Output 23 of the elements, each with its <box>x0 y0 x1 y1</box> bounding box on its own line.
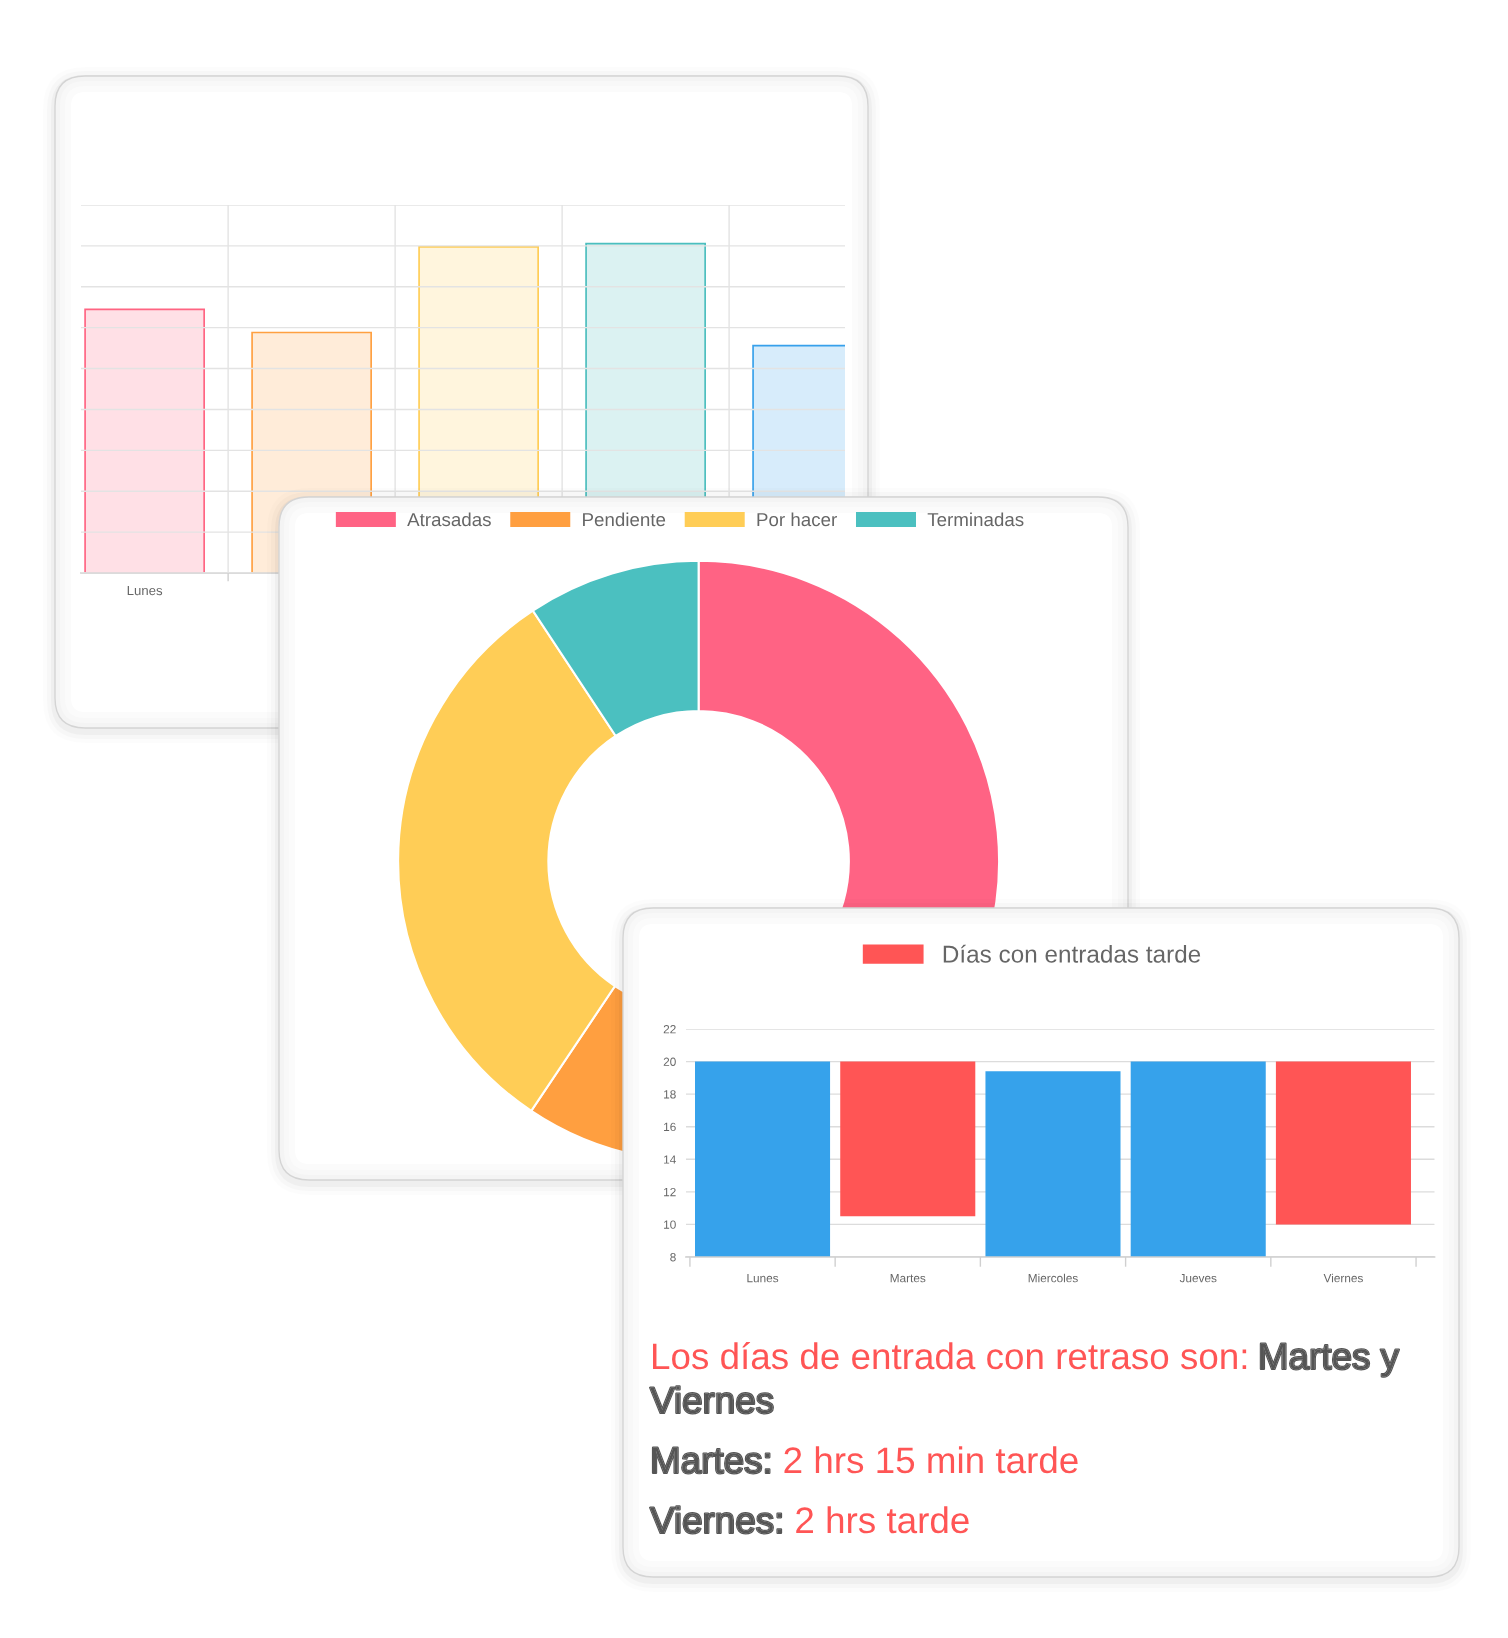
x-tick-label: Miercoles <box>1028 1273 1078 1283</box>
y-tick-label: 22 <box>663 1025 676 1034</box>
y-tick-label: 16 <box>664 1122 676 1132</box>
x-tick-label: Jueves <box>1179 1274 1217 1283</box>
y-tick-label: 12 <box>664 1187 676 1197</box>
legend-label: Atrasadas <box>407 512 491 527</box>
x-tick-label: Lunes <box>127 585 163 596</box>
x-tick-label: Martes <box>890 1274 926 1283</box>
legend-label: Por hacer <box>757 512 837 527</box>
legend-label: Terminadas <box>927 512 1024 527</box>
legend-label: Pendiente <box>583 512 666 527</box>
y-tick-label: 14 <box>664 1155 676 1164</box>
x-tick-label: Lunes <box>747 1274 779 1283</box>
text: Viernes: 2 hrs tarde <box>650 1506 969 1534</box>
text: Martes: 2 hrs 15 min tarde <box>653 1446 1078 1474</box>
x-tick-label: Viernes <box>1323 1273 1363 1283</box>
legend-label: Días con entradas tarde <box>943 944 1201 963</box>
y-tick-label: 18 <box>664 1090 676 1099</box>
y-tick-label: 20 <box>663 1057 676 1066</box>
bar <box>84 308 205 573</box>
y-tick-label: 8 <box>670 1253 676 1262</box>
y-tick-label: 10 <box>664 1220 676 1229</box>
text: Los días de entrada con retraso son: Martes y Viernes <box>650 1341 1399 1414</box>
